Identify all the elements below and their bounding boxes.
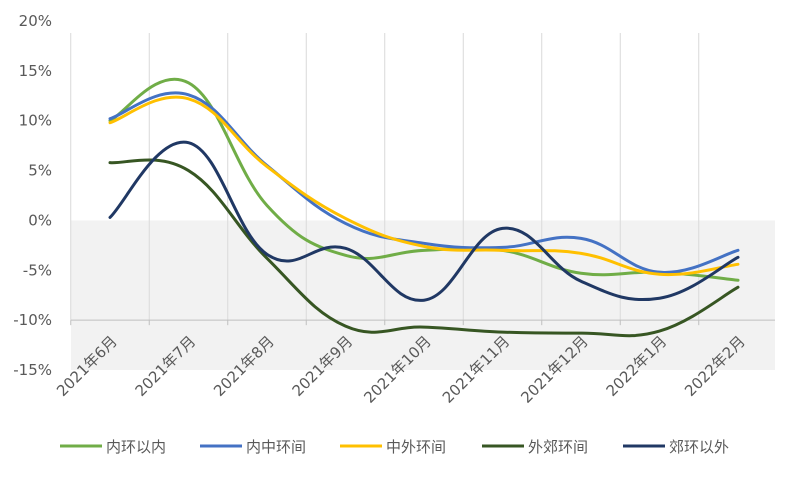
y-tick-label: -15% <box>13 361 52 379</box>
series-line-3 <box>108 95 740 277</box>
y-tick-label: -10% <box>13 311 52 329</box>
y-tick-label: 10% <box>19 112 52 130</box>
grid-lines <box>70 33 700 321</box>
y-tick-label: 5% <box>28 162 52 180</box>
legend-label: 郊环以外 <box>669 438 729 456</box>
series-line-4 <box>108 158 740 338</box>
axes <box>70 319 775 326</box>
series-lines <box>108 77 740 338</box>
y-tick-label: 15% <box>19 62 52 80</box>
y-axis-ticks: 20% 15% 10% 5% 0% -5% -10% -15% <box>13 12 52 379</box>
y-tick-label: -5% <box>23 261 52 279</box>
series-line-1 <box>108 77 740 282</box>
legend-label: 外郊环间 <box>528 438 588 456</box>
y-tick-label: 20% <box>19 12 52 30</box>
legend: 内环以内 内中环间 中外环间 外郊环间 郊环以外 <box>60 438 729 456</box>
legend-label: 内中环间 <box>246 438 306 456</box>
legend-label: 中外环间 <box>386 438 446 456</box>
y-tick-label: 0% <box>28 211 52 229</box>
series-line-2 <box>108 91 740 274</box>
legend-label: 内环以内 <box>106 438 166 456</box>
series-line-5 <box>108 140 740 302</box>
